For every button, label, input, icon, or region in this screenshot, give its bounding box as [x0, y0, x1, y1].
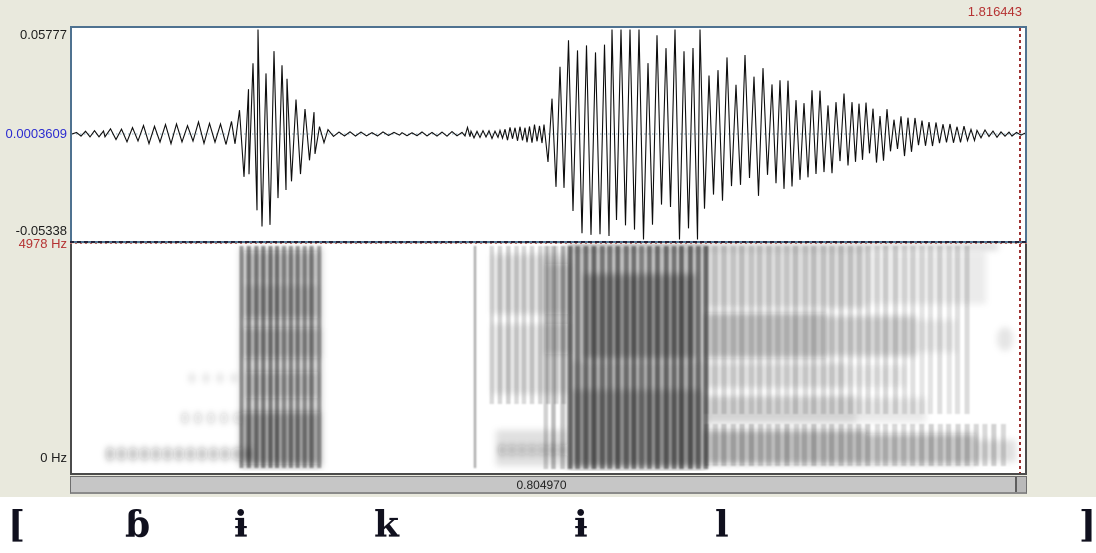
waveform-panel[interactable]	[70, 26, 1027, 243]
frequency-min-label: 0 Hz	[40, 450, 67, 465]
spectrogram-panel[interactable]	[70, 244, 1027, 475]
amplitude-max-label: 0.05777	[20, 27, 67, 42]
time-scrollbar[interactable]: 0.804970	[70, 476, 1027, 494]
spectrogram-plot	[106, 244, 1016, 469]
amplitude-min-label: -0.05338	[15, 223, 67, 238]
time-scrollbar-remainder[interactable]	[1015, 477, 1026, 492]
phoneme-label: ɓ	[125, 504, 151, 546]
separator-dash-dark	[70, 241, 1027, 243]
phoneme-label: [	[8, 504, 26, 546]
waveform-trace	[72, 29, 1025, 240]
amplitude-cursor-label: 0.0003609	[5, 126, 67, 141]
transcription-row: [ ɓ ɨ k ɨ l]	[0, 497, 1096, 553]
visible-duration-label: 0.804970	[516, 478, 567, 492]
waveform-plot	[72, 29, 1025, 240]
phoneme-label: l	[715, 504, 729, 546]
frequency-max-label: 4978 Hz	[18, 236, 67, 251]
phoneme-label: ɨ	[234, 504, 248, 546]
phoneme-label: k	[374, 504, 399, 546]
cursor-time-label: 1.816443	[967, 4, 1022, 19]
phoneme-label: ]	[1079, 504, 1096, 546]
phoneme-label: ɨ	[574, 504, 588, 546]
cursor-line[interactable]	[1019, 28, 1021, 473]
